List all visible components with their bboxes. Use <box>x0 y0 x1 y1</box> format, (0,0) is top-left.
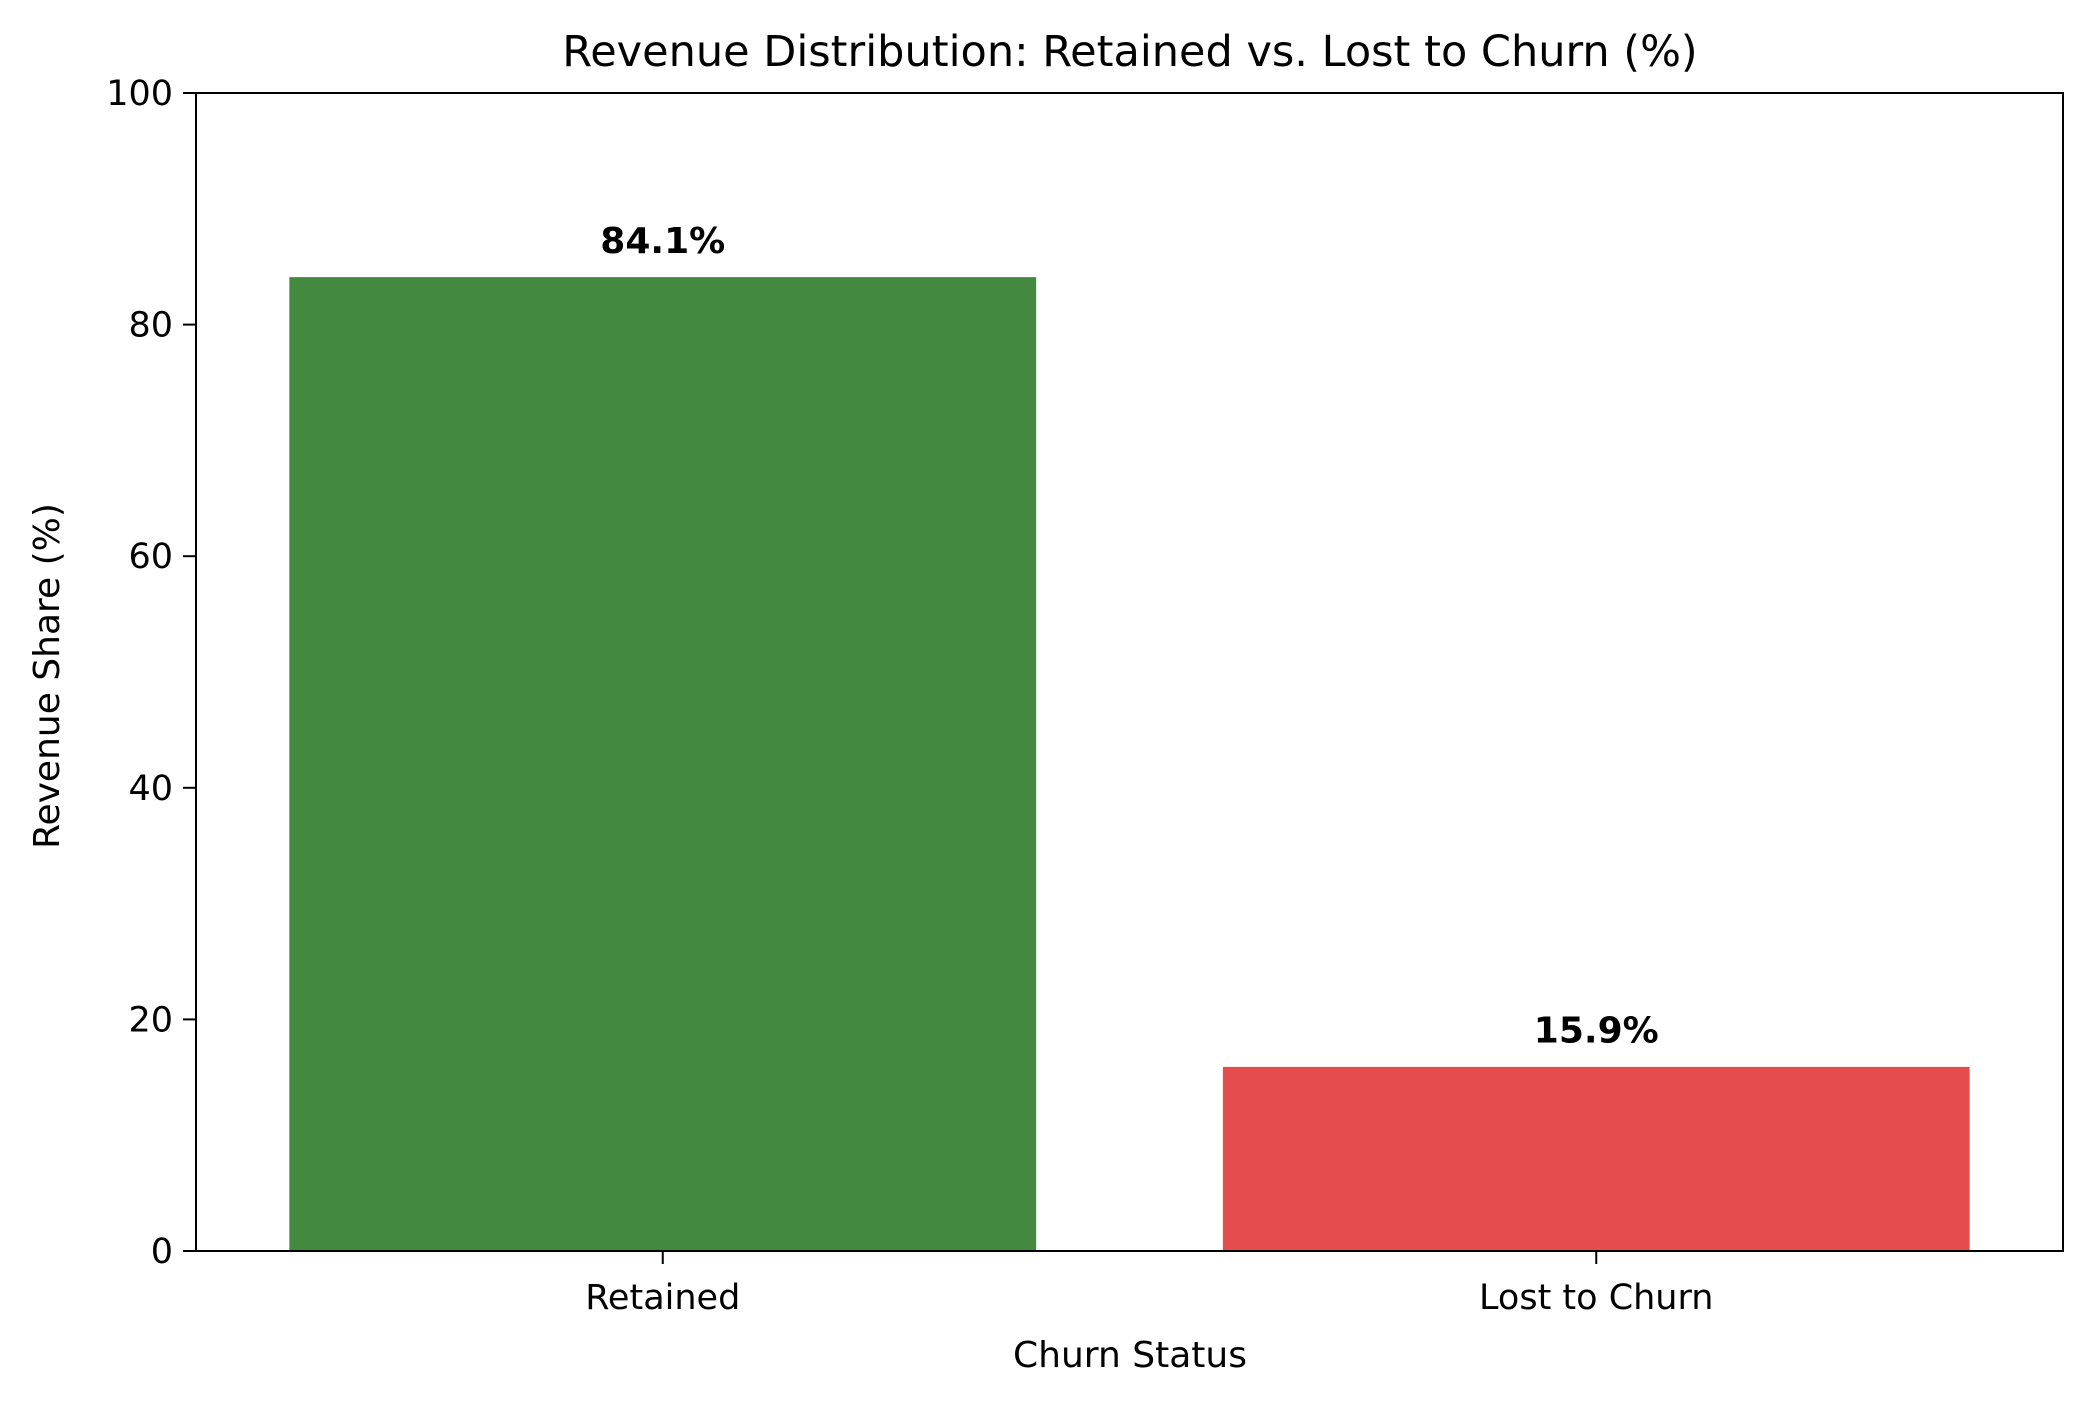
y-tick-label: 0 <box>151 1232 173 1272</box>
x-tick-label: Retained <box>585 1278 740 1318</box>
plot-area: 84.1% Retained 15.9% Lost to Churn 0 20 40 60 80… <box>106 74 2064 1318</box>
x-axis-label: Churn Status <box>1013 1335 1247 1376</box>
y-tick-label: 80 <box>128 306 173 346</box>
bar-lost-to-churn <box>1222 1066 1970 1251</box>
y-axis-label: Revenue Share (%) <box>27 503 68 849</box>
y-tick-label: 100 <box>106 74 173 114</box>
bar-value-label: 84.1% <box>600 221 725 262</box>
bar-value-label: 15.9% <box>1534 1011 1659 1052</box>
x-tick-label: Lost to Churn <box>1479 1278 1713 1318</box>
bar-retained <box>289 277 1037 1251</box>
plot-frame <box>195 92 2064 1252</box>
y-tick-label: 60 <box>128 537 173 577</box>
y-tick-label: 40 <box>128 769 173 809</box>
y-tick-label: 20 <box>128 1000 173 1040</box>
chart-title: Revenue Distribution: Retained vs. Lost … <box>562 27 1697 77</box>
